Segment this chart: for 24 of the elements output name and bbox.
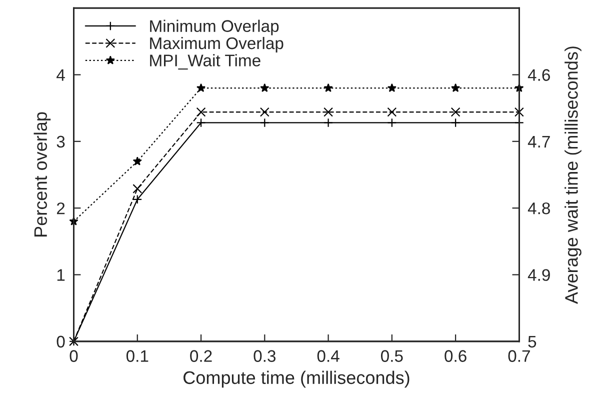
y2-tick-label: 4.8 — [528, 202, 550, 214]
y-tick-label: 1 — [57, 269, 65, 281]
y-tick-label: 3 — [56, 136, 65, 148]
x-axis-title: Compute time (milliseconds) — [184, 370, 410, 388]
y-axis-title: Percent overlap — [34, 112, 51, 236]
x-tick-label: 0.5 — [380, 350, 403, 362]
legend-label: Minimum Overlap — [150, 20, 279, 36]
y2-tick-label: 4.6 — [528, 69, 550, 81]
x-tick-label: 0.1 — [126, 350, 148, 362]
x-tick-label: 0.3 — [254, 350, 276, 362]
y2-tick-label: 4.9 — [528, 269, 550, 281]
x-tick-label: 0 — [70, 350, 78, 362]
legend-label: Maximum Overlap — [150, 36, 284, 52]
y-tick-label: 0 — [56, 336, 65, 348]
y-tick-label: 4 — [56, 69, 65, 81]
legend-label: MPI_Wait Time — [150, 54, 260, 70]
y2-axis-title: Average wait time (milliseconds) — [564, 46, 582, 304]
y2-tick-label: 4.7 — [528, 136, 550, 148]
x-tick-label: 0.2 — [190, 350, 212, 362]
x-tick-label: 0.4 — [317, 350, 340, 362]
x-tick-label: 0.7 — [508, 350, 530, 362]
y2-tick-label: 5 — [528, 336, 536, 348]
x-tick-label: 0.6 — [444, 350, 466, 362]
y-tick-label: 2 — [56, 202, 65, 214]
